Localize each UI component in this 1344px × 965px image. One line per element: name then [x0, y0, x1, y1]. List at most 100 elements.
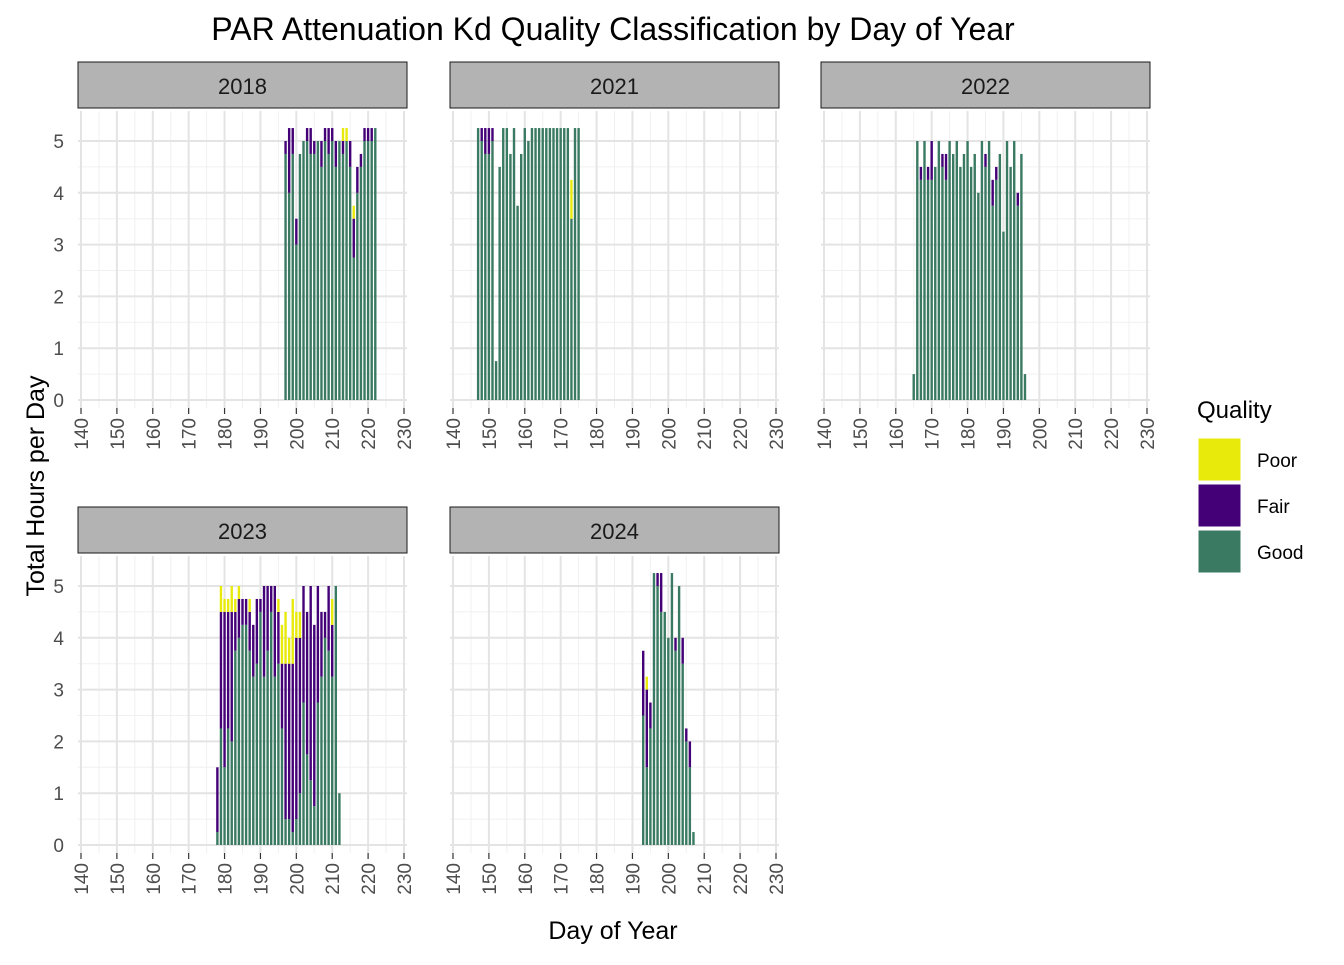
bar-good	[305, 141, 309, 400]
facet-strip-label: 2022	[961, 74, 1010, 99]
y-tick-label: 1	[53, 339, 64, 360]
x-tick-label: 200	[659, 863, 680, 895]
bar-good	[302, 702, 305, 845]
bar-good	[334, 166, 338, 400]
bar-good	[527, 141, 530, 400]
bar-good	[491, 141, 494, 400]
bar-fair	[313, 624, 316, 807]
bar-good	[563, 128, 566, 401]
bar-good	[645, 767, 648, 845]
facet-strip	[77, 506, 408, 554]
legend-key-good	[1197, 529, 1242, 574]
bar-good	[323, 141, 327, 400]
x-tick-label: 210	[323, 863, 344, 895]
bar-good	[926, 179, 930, 400]
bar-good	[944, 179, 948, 400]
bar-good	[327, 650, 330, 845]
bar-fair	[659, 573, 663, 612]
bar-good	[537, 128, 541, 401]
bar-good	[252, 676, 255, 845]
bar-good	[262, 676, 266, 845]
facet-strip-label: 2021	[590, 74, 639, 99]
bar-good	[502, 128, 505, 401]
bar-fair	[244, 598, 248, 625]
bar-poor	[237, 586, 241, 599]
bar-fair	[259, 598, 262, 612]
y-tick-label: 0	[53, 391, 64, 412]
x-tick-label: 150	[480, 863, 501, 895]
bar-fair	[313, 141, 316, 154]
bar-good	[487, 153, 491, 400]
bar-good	[331, 676, 334, 845]
x-axis-label: Day of Year	[548, 917, 677, 945]
bar-good	[995, 179, 998, 400]
bar-good	[649, 728, 652, 845]
bar-good	[277, 663, 280, 845]
bar-good	[991, 205, 994, 400]
bar-good	[230, 741, 233, 845]
x-tick-label: 160	[144, 418, 165, 450]
bar-fair	[348, 141, 352, 167]
bar-good	[1013, 141, 1016, 400]
bar-good	[284, 153, 287, 400]
bar-fair	[642, 650, 645, 716]
bar-fair	[919, 166, 923, 180]
bar-good	[270, 611, 273, 845]
x-tick-label: 200	[1030, 418, 1051, 450]
bar-fair	[295, 637, 298, 820]
bar-poor	[331, 598, 334, 625]
bar-fair	[480, 128, 483, 141]
bar-fair	[280, 663, 284, 729]
bar-good	[313, 153, 316, 400]
bar-poor	[345, 128, 348, 141]
bar-poor	[226, 598, 230, 612]
bar-good	[656, 586, 659, 845]
bar-poor	[284, 611, 287, 664]
facet-strip	[77, 61, 408, 109]
bar-fair	[219, 611, 223, 729]
x-tick-label: 170	[923, 418, 944, 450]
bar-fair	[248, 611, 251, 651]
x-tick-label: 180	[588, 418, 609, 450]
x-tick-label: 160	[144, 863, 165, 895]
bar-fair	[320, 141, 323, 167]
bar-fair	[366, 128, 370, 141]
facet-strip	[820, 61, 1151, 109]
bar-good	[955, 141, 958, 400]
bar-good	[570, 218, 573, 400]
bar-good	[519, 153, 523, 400]
y-tick-label: 4	[53, 629, 64, 650]
legend-label-fair: Fair	[1257, 497, 1290, 518]
bar-fair	[674, 637, 677, 651]
bar-good	[348, 166, 352, 400]
bar-fair	[331, 624, 334, 677]
bar-fair	[305, 128, 309, 141]
bar-fair	[305, 611, 309, 755]
bar-fair	[688, 741, 692, 768]
bar-good	[295, 819, 298, 845]
bar-good	[298, 153, 302, 400]
bar-good	[237, 637, 241, 845]
bar-good	[291, 832, 294, 845]
bar-good	[674, 650, 677, 845]
facet-panel-2022: 2022 140 150 160 170 180 190 200 210 220 230	[815, 61, 1159, 450]
x-tick-label: 140	[72, 863, 93, 895]
bar-fair	[944, 153, 948, 180]
x-tick-label: 160	[516, 863, 537, 895]
bar-poor	[248, 598, 251, 612]
bar-poor	[298, 611, 302, 638]
bar-good	[552, 128, 555, 401]
facet-strip	[449, 506, 780, 554]
bar-poor	[230, 586, 233, 612]
x-tick-label: 210	[1066, 418, 1087, 450]
bar-good	[334, 586, 338, 845]
bar-poor	[291, 598, 294, 664]
facet-panel-2024: 2024 140 150 160 170 180 190 200 210 220 230	[444, 506, 788, 895]
bar-fair	[237, 598, 241, 638]
bar-good	[688, 767, 692, 845]
bar-good	[642, 715, 645, 845]
y-tick-label: 2	[53, 287, 64, 308]
y-tick-label: 5	[53, 132, 64, 153]
x-tick-label: 230	[395, 863, 416, 895]
bar-good	[677, 586, 681, 845]
